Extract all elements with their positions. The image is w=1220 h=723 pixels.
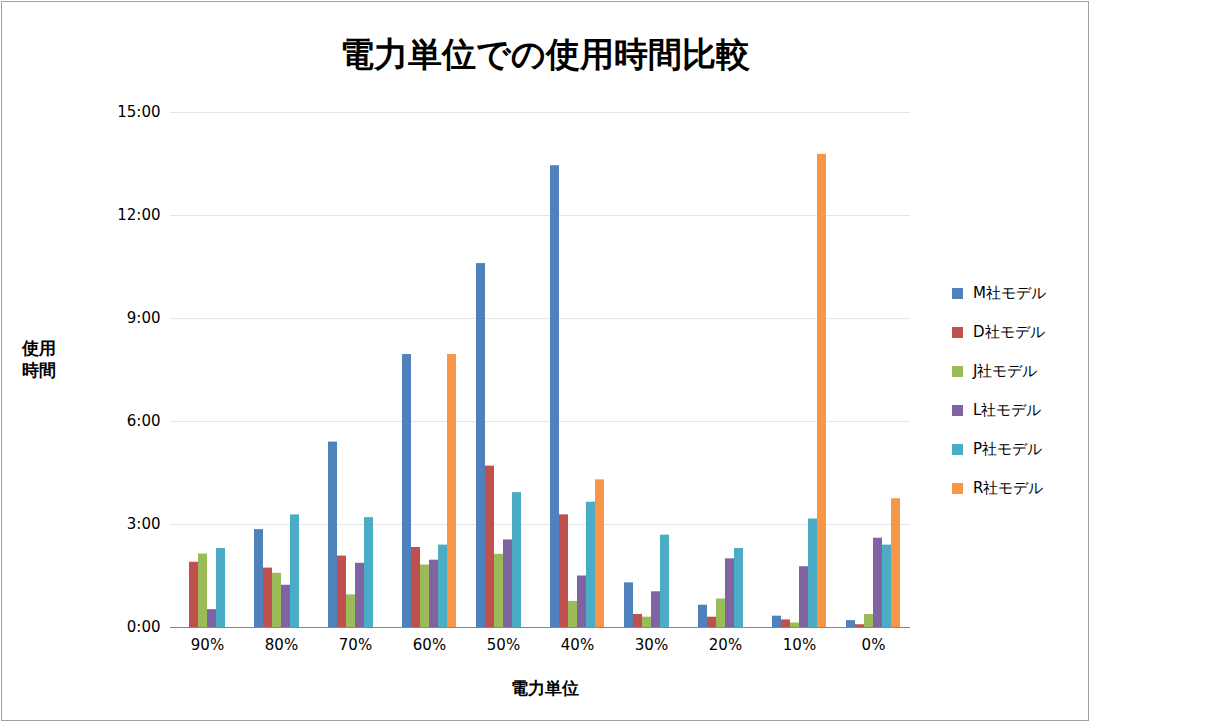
html-text:電力単位: 電力単位 bbox=[510, 678, 579, 698]
html-text:J社モデル: J社モデル bbox=[973, 362, 1038, 380]
svg-text:70%: 70% bbox=[339, 636, 372, 654]
html-text:D社モデル: D社モデル bbox=[973, 323, 1045, 341]
svg-text:90%: 90% bbox=[191, 636, 224, 654]
svg-text:10%: 10% bbox=[783, 636, 816, 654]
svg-text:0%: 0% bbox=[862, 636, 886, 654]
html-text:L社モデル: L社モデル bbox=[973, 401, 1042, 419]
svg-text:40%: 40% bbox=[561, 636, 594, 654]
svg-text:12:00: 12:00 bbox=[117, 206, 160, 224]
svg-text:50%: 50% bbox=[487, 636, 520, 654]
svg-text:15:00: 15:00 bbox=[117, 103, 160, 121]
html-text:M社モデル: M社モデル bbox=[973, 284, 1046, 302]
html-text:使用 時間: 使用 時間 bbox=[22, 338, 56, 381]
svg-text:30%: 30% bbox=[635, 636, 668, 654]
svg-text:60%: 60% bbox=[413, 636, 446, 654]
svg-text:9:00: 9:00 bbox=[127, 309, 161, 327]
html-text:P社モデル: P社モデル bbox=[973, 440, 1042, 458]
html-text:電力単位での使用時間比較: 電力単位での使用時間比較 bbox=[340, 34, 750, 74]
svg-text:3:00: 3:00 bbox=[127, 515, 161, 533]
svg-text:20%: 20% bbox=[709, 636, 742, 654]
html-text:R社モデル: R社モデル bbox=[973, 479, 1044, 497]
svg-text:6:00: 6:00 bbox=[127, 412, 161, 430]
svg-text:80%: 80% bbox=[265, 636, 298, 654]
svg-text:0:00: 0:00 bbox=[127, 618, 161, 636]
